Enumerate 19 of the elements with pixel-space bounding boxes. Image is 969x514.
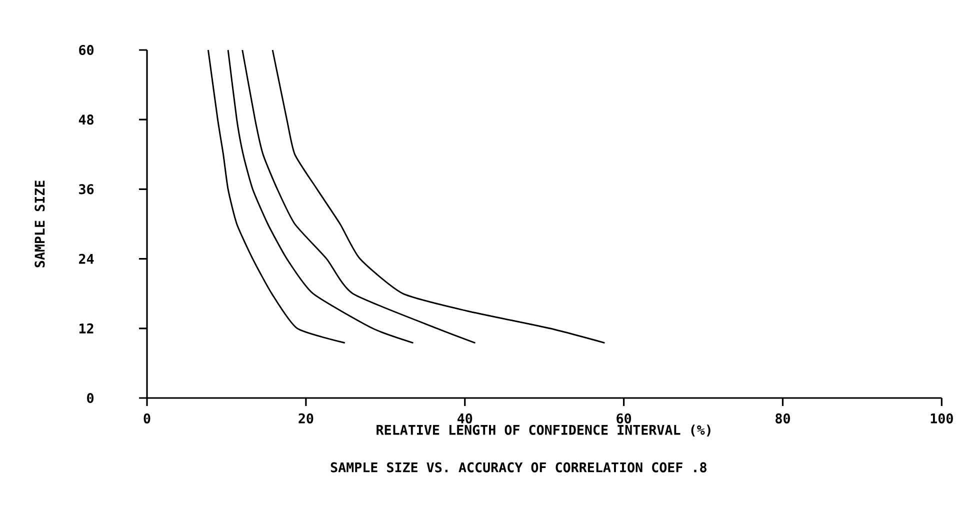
x-tick-label: 20 <box>298 413 314 424</box>
x-tick-label: 80 <box>776 413 790 424</box>
x-tick-label: 100 <box>930 413 953 424</box>
y-tick-label: 0 <box>87 392 94 404</box>
x-tick-label: 40 <box>458 413 472 424</box>
x-tick-label: 0 <box>144 413 150 424</box>
text: SAMPLE SIZE VS. ACCURACY OF CORRELATION COEF .8 <box>330 462 706 472</box>
y-tick-label: 60 <box>79 44 94 56</box>
y-axis-title: SAMPLE SIZE <box>34 180 45 268</box>
y-tick-label: 12 <box>79 323 94 334</box>
x-axis-title: RELATIVE LENGTH OF CONFIDENCE INTERVAL (%) <box>376 424 710 436</box>
x-tick-label: 60 <box>616 413 632 424</box>
line-series <box>227 49 414 344</box>
y-tick-label: 36 <box>79 184 94 194</box>
line-series <box>207 49 346 344</box>
line-series <box>272 49 606 344</box>
y-tick-label: 24 <box>78 254 94 264</box>
y-tick-label: 48 <box>78 114 94 125</box>
line-series <box>242 49 476 344</box>
